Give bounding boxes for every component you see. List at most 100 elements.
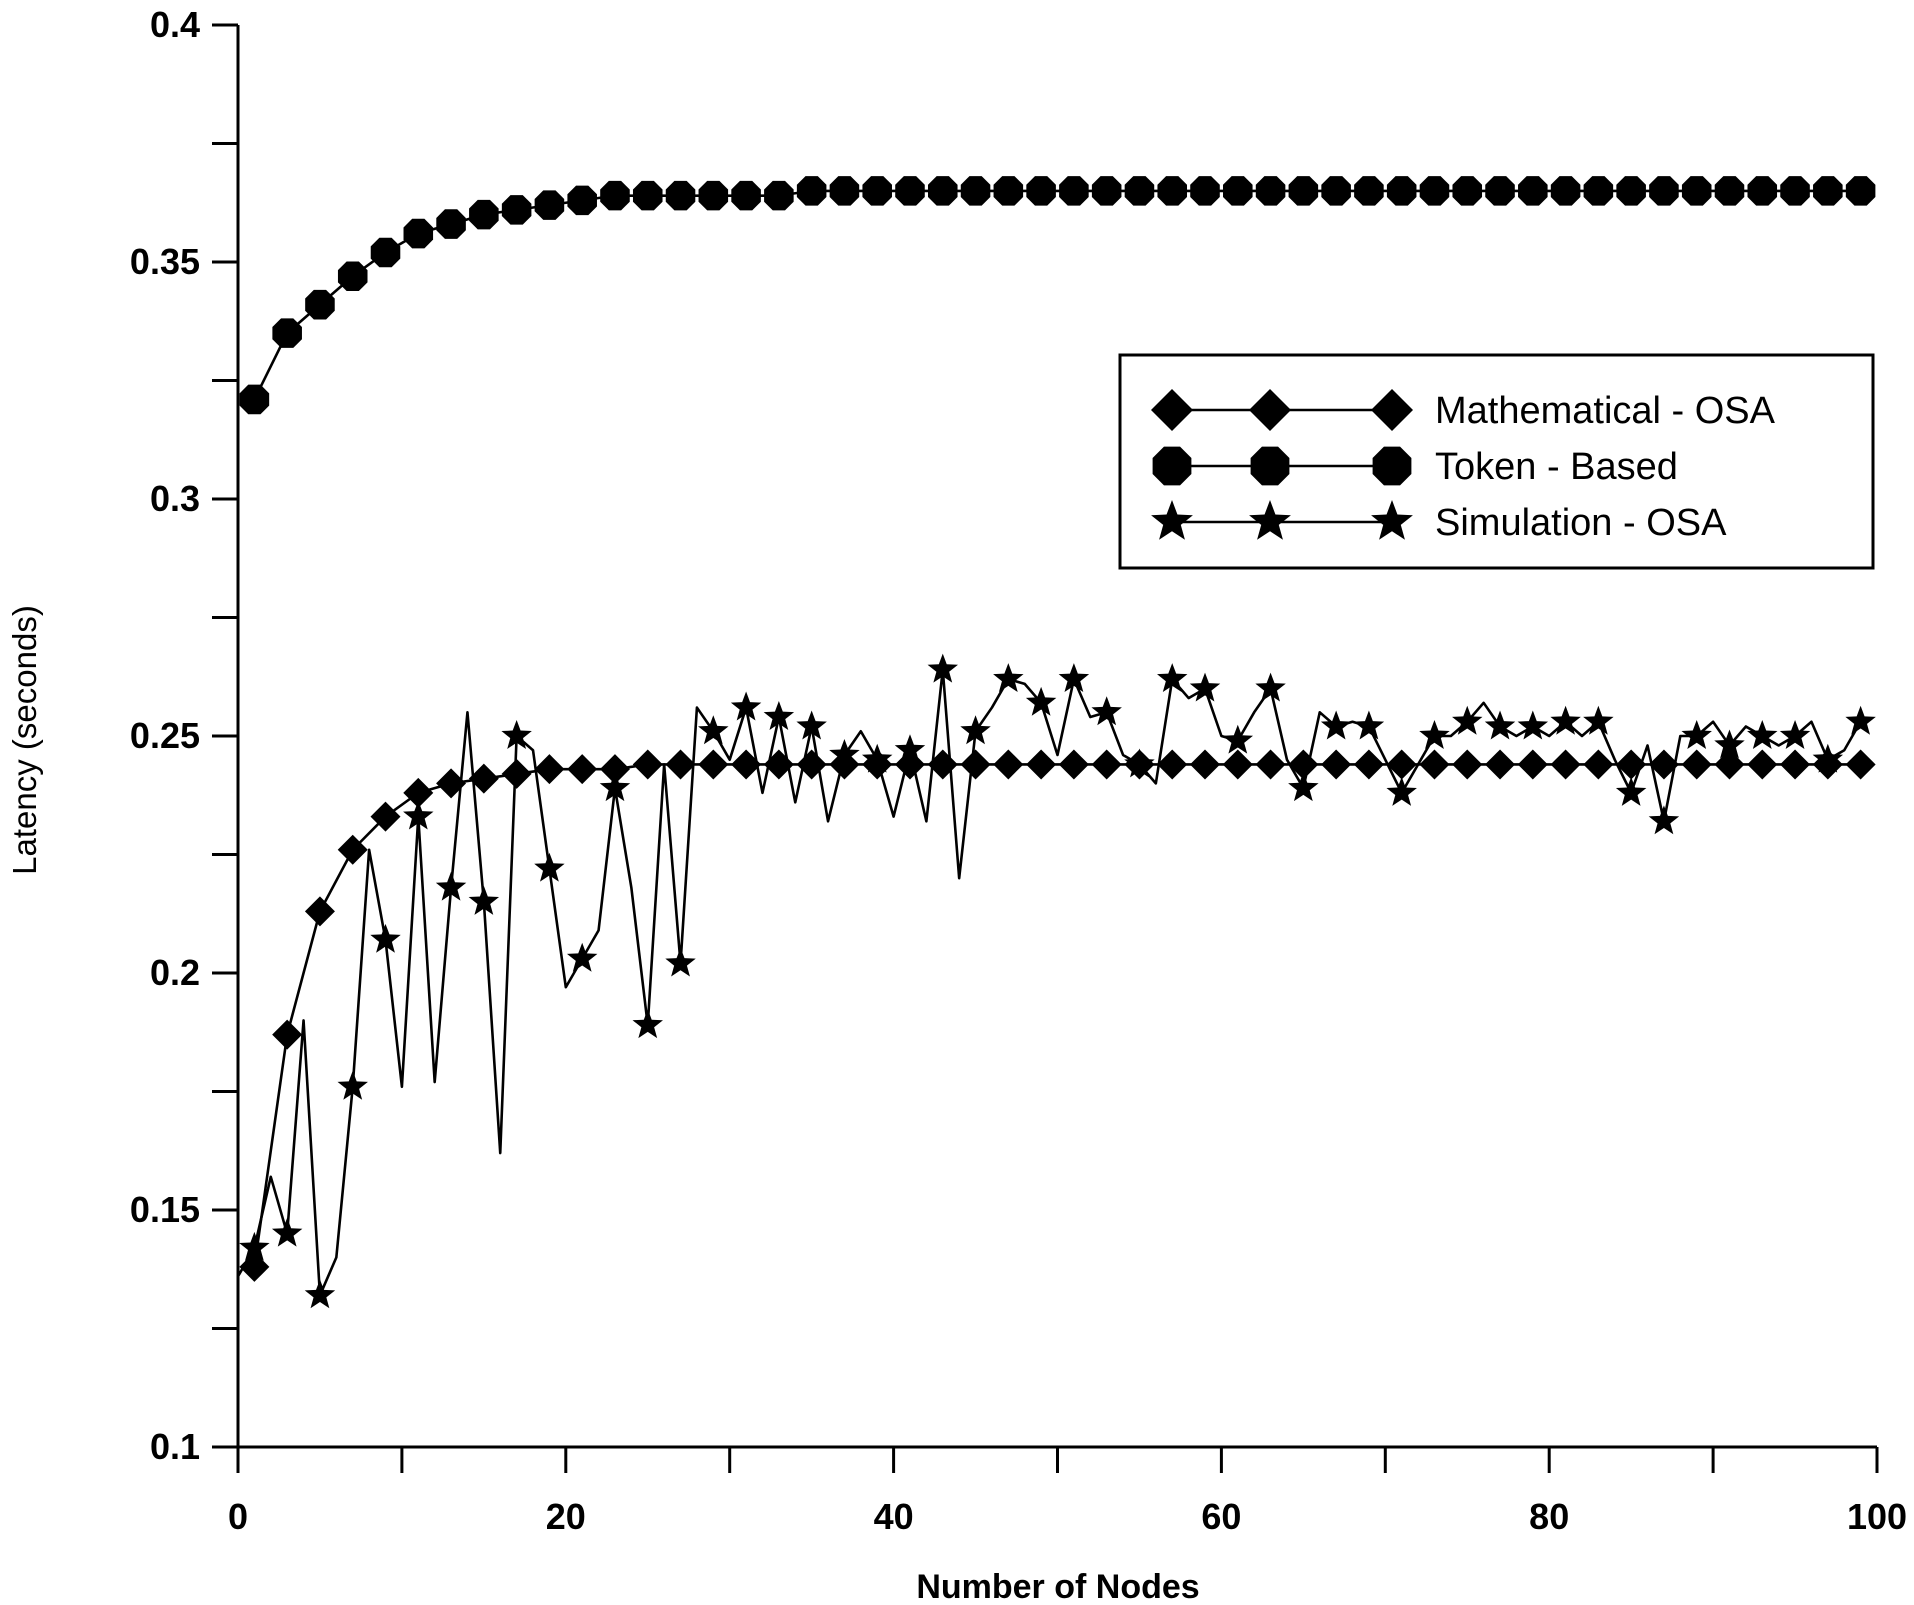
y-axis-title: Latency (seconds) <box>6 605 43 875</box>
y-tick-label: 0.3 <box>150 478 200 519</box>
series-2-point <box>1386 776 1417 806</box>
series-1-point <box>993 176 1024 206</box>
series-0-point <box>1157 749 1188 780</box>
series-0-point <box>436 768 467 799</box>
series-1-point <box>1452 176 1483 206</box>
series-2-point <box>960 715 991 745</box>
series-0-point <box>1780 749 1811 780</box>
series-1-point <box>796 176 827 206</box>
series-0-point <box>239 1251 270 1282</box>
series-1-point <box>337 261 368 291</box>
legend-marker-0 <box>1371 389 1413 431</box>
series-0-point <box>993 749 1024 780</box>
y-tick-label: 0.1 <box>150 1426 200 1467</box>
series-1-point <box>469 199 499 230</box>
series-2-point <box>1583 705 1614 735</box>
series-2-point <box>730 691 762 721</box>
series-0-point <box>1845 749 1876 780</box>
series-2-point <box>1157 663 1188 693</box>
series-line-2 <box>236 668 1862 1297</box>
series-0-point <box>1353 749 1384 780</box>
series-1-point <box>1780 176 1810 206</box>
series-1-point <box>1223 176 1253 206</box>
series-1-point <box>1681 176 1712 206</box>
legend-marker-0 <box>1151 389 1193 431</box>
series-1-point <box>1288 176 1319 206</box>
series-2-point <box>370 923 401 953</box>
series-0-point <box>698 749 729 780</box>
series-1-point <box>600 180 630 211</box>
series-0-point <box>1485 749 1516 780</box>
series-0-point <box>403 777 434 808</box>
series-0-point <box>1419 749 1450 780</box>
series-2-point <box>239 1231 270 1261</box>
series-0-point <box>796 749 827 780</box>
series-0-point <box>1517 749 1548 780</box>
series-2-point <box>1484 710 1516 740</box>
legend-marker-1 <box>1250 446 1290 486</box>
series-1-point <box>1616 176 1646 206</box>
series-0-point <box>1616 749 1647 780</box>
y-tick-label: 0.35 <box>130 241 200 282</box>
series-1-point <box>239 384 270 415</box>
series-1-point <box>731 180 761 211</box>
series-2-point <box>1517 710 1549 740</box>
series-line-0 <box>253 763 1861 1268</box>
series-2-point <box>1091 696 1122 726</box>
series-0-point <box>1386 749 1417 780</box>
series-1-point <box>665 180 696 211</box>
series-1-point <box>1354 176 1384 206</box>
series-1-point <box>1714 176 1745 206</box>
series-1-point <box>960 176 991 206</box>
series-2-point <box>1025 686 1057 716</box>
series-0-point <box>1288 749 1319 780</box>
series-1-point <box>534 190 565 220</box>
x-tick-label: 40 <box>874 1496 914 1537</box>
series-2-point <box>435 871 467 901</box>
series-2-point <box>1058 663 1090 693</box>
series-2-point <box>1615 776 1647 806</box>
y-tick-label: 0.2 <box>150 952 200 993</box>
series-1-point <box>632 180 663 211</box>
series-1-point <box>1321 176 1351 206</box>
axes-group: 0.1 0.15 0.2 0.25 0.3 0.35 0.4 0 20 40 60 80 100 <box>130 4 1907 1537</box>
series-markers-group <box>239 176 1876 1309</box>
series-1-point <box>1419 176 1450 206</box>
series-0-point <box>829 749 860 780</box>
series-1-point <box>764 180 794 211</box>
legend-marker-2 <box>1151 500 1193 540</box>
series-1-point <box>403 218 434 249</box>
series-2-point <box>894 734 926 764</box>
series-1-point <box>829 176 860 206</box>
series-0-point <box>632 749 663 780</box>
series-1-point <box>1649 176 1679 206</box>
legend-marker-2 <box>1371 500 1413 540</box>
series-0-point <box>1091 749 1122 780</box>
series-2-point <box>1812 743 1844 773</box>
x-tick-label: 0 <box>228 1496 248 1537</box>
y-tick-label: 0.15 <box>130 1189 200 1230</box>
legend-marker-1 <box>1372 446 1412 486</box>
series-0-point <box>1222 749 1253 780</box>
series-1-point <box>1255 176 1286 206</box>
series-0-point <box>337 834 368 865</box>
series-0-point <box>1321 749 1352 780</box>
series-1-point <box>1747 176 1778 206</box>
series-2-point <box>1550 705 1581 735</box>
series-2-point <box>566 942 598 972</box>
series-2-point <box>304 1279 336 1309</box>
series-0-point <box>1583 749 1614 780</box>
series-2-point <box>1747 720 1778 749</box>
series-2-point <box>1288 772 1319 802</box>
series-0-point <box>567 754 598 785</box>
series-2-point <box>1222 724 1254 754</box>
legend-label-1: Token - Based <box>1435 446 1678 488</box>
series-0-point <box>1452 749 1483 780</box>
series-1-point <box>1059 176 1089 206</box>
series-2-point <box>665 947 696 977</box>
series-0-point <box>763 749 794 780</box>
series-1-point <box>305 289 335 320</box>
legend: Mathematical - OSA Token - Based Simulatio… <box>1118 353 1875 570</box>
series-1-point <box>1190 176 1220 206</box>
